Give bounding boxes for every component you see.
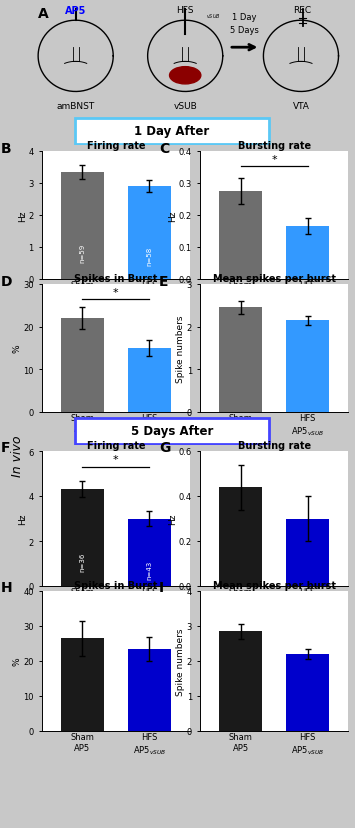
Bar [219, 632, 262, 731]
Bar [286, 227, 329, 280]
Text: REC: REC [294, 6, 312, 15]
Text: G: G [159, 440, 170, 455]
Bar [61, 319, 104, 412]
Title: Mean spikes per burst: Mean spikes per burst [213, 580, 335, 590]
Text: In vivo: In vivo [11, 435, 24, 476]
Title: Bursting rate: Bursting rate [237, 440, 311, 450]
Y-axis label: Hz: Hz [18, 210, 27, 221]
Bar [61, 489, 104, 586]
Y-axis label: Hz: Hz [168, 210, 178, 221]
Text: B: B [1, 142, 11, 156]
Text: H: H [1, 580, 12, 594]
Y-axis label: Spike numbers: Spike numbers [176, 315, 185, 383]
Text: 5 Days After: 5 Days After [131, 425, 213, 438]
Text: n=36: n=36 [80, 552, 85, 572]
Text: *: * [113, 287, 119, 297]
Y-axis label: Hz: Hz [18, 513, 27, 525]
FancyBboxPatch shape [75, 119, 269, 144]
Text: amBNST: amBNST [56, 102, 95, 111]
Y-axis label: Hz: Hz [168, 513, 178, 525]
Text: VTA: VTA [293, 102, 310, 111]
Title: Firing rate: Firing rate [87, 141, 145, 151]
Text: n=43: n=43 [146, 560, 152, 579]
Title: Firing rate: Firing rate [87, 440, 145, 450]
Text: A: A [38, 7, 49, 22]
Text: AP5: AP5 [65, 6, 86, 16]
Text: n=59: n=59 [80, 243, 85, 262]
Text: vSUB: vSUB [173, 102, 197, 111]
Text: E: E [159, 274, 169, 288]
Bar [128, 187, 171, 280]
Text: 1 Day: 1 Day [233, 13, 257, 22]
Text: D: D [1, 274, 12, 288]
Text: 5 Days: 5 Days [230, 26, 259, 36]
Bar [219, 192, 262, 280]
Bar [286, 321, 329, 412]
Text: $_{vSUB}$: $_{vSUB}$ [206, 12, 220, 21]
Text: F: F [1, 440, 10, 455]
Text: I: I [159, 580, 164, 594]
Title: Mean spikes per burst: Mean spikes per burst [213, 274, 335, 284]
Text: 1 Day After: 1 Day After [135, 125, 210, 138]
Text: HFS: HFS [176, 6, 194, 15]
Text: n=58: n=58 [146, 247, 152, 266]
Bar [219, 488, 262, 586]
Ellipse shape [170, 68, 201, 84]
Bar [61, 172, 104, 280]
Title: Spikes in Burst: Spikes in Burst [74, 274, 158, 284]
Title: Spikes in Burst: Spikes in Burst [74, 580, 158, 590]
Y-axis label: %: % [13, 344, 22, 353]
FancyBboxPatch shape [75, 419, 269, 444]
Text: *: * [271, 155, 277, 165]
Y-axis label: %: % [13, 657, 22, 666]
Y-axis label: Spike numbers: Spike numbers [176, 628, 185, 695]
Bar [286, 519, 329, 586]
Bar [61, 638, 104, 731]
Text: *: * [113, 455, 119, 465]
Bar [286, 654, 329, 731]
Bar [128, 519, 171, 586]
Bar [128, 649, 171, 731]
Title: Bursting rate: Bursting rate [237, 141, 311, 151]
Bar [219, 308, 262, 412]
Bar [128, 349, 171, 412]
Text: C: C [159, 142, 169, 156]
